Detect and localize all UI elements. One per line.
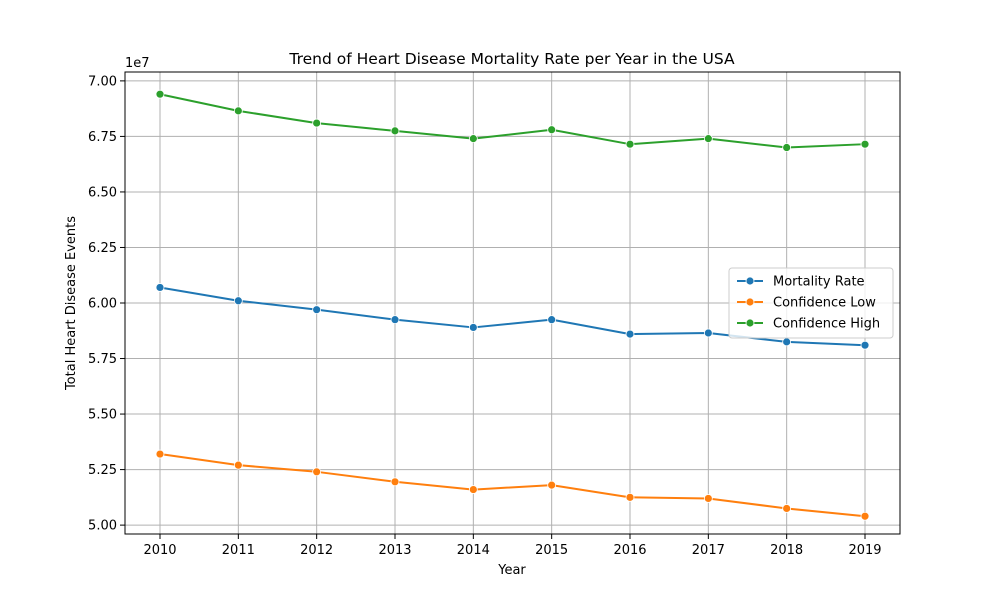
- data-point: [860, 511, 870, 521]
- data-point: [312, 305, 322, 315]
- y-tick-label: 5.75: [88, 352, 117, 367]
- legend-marker: [745, 318, 755, 328]
- y-offset-label: 1e7: [125, 56, 150, 71]
- data-point: [233, 106, 243, 116]
- data-point: [468, 323, 478, 332]
- data-point: [703, 134, 713, 144]
- x-tick-label: 2014: [457, 543, 490, 558]
- data-point: [547, 480, 557, 490]
- y-tick-label: 5.50: [88, 408, 117, 423]
- series-line: [159, 93, 866, 149]
- legend-item: Mortality Rate: [737, 275, 865, 290]
- data-point: [703, 328, 713, 338]
- x-axis-label: Year: [497, 563, 526, 578]
- data-point: [625, 492, 635, 502]
- data-point: [468, 134, 478, 144]
- x-tick-label: 2013: [378, 543, 411, 558]
- y-tick-label: 5.00: [88, 519, 117, 534]
- y-tick-label: 5.25: [88, 463, 117, 478]
- y-tick-label: 6.50: [88, 185, 117, 200]
- data-point: [155, 283, 165, 292]
- y-tick-label: 6.00: [88, 297, 117, 312]
- data-point: [390, 126, 400, 136]
- data-point: [233, 460, 243, 470]
- y-tick-label: 6.75: [88, 130, 117, 145]
- data-point: [155, 449, 165, 459]
- data-point: [860, 139, 870, 149]
- data-point: [233, 296, 243, 306]
- data-point: [390, 477, 400, 487]
- x-tick-label: 2018: [770, 543, 803, 558]
- data-point: [625, 139, 635, 149]
- y-tick-label: 6.25: [88, 241, 117, 256]
- legend-label: Confidence Low: [773, 296, 876, 311]
- data-point: [860, 340, 870, 350]
- legend-label: Confidence High: [773, 317, 880, 332]
- legend-marker: [745, 276, 755, 286]
- legend-marker: [745, 297, 755, 307]
- data-point: [155, 89, 165, 99]
- y-tick-label: 7.00: [88, 74, 117, 89]
- x-tick-label: 2010: [143, 543, 176, 558]
- data-point: [312, 467, 322, 477]
- x-tick-label: 2016: [613, 543, 646, 558]
- data-point: [390, 315, 400, 325]
- series-confidence-low: [155, 449, 870, 521]
- chart-title: Trend of Heart Disease Mortality Rate pe…: [288, 50, 735, 68]
- legend-item: Confidence High: [737, 317, 880, 332]
- legend-item: Confidence Low: [737, 296, 876, 311]
- legend-box: [728, 267, 894, 339]
- x-tick-label: 2012: [300, 543, 333, 558]
- data-point: [468, 485, 478, 494]
- legend-label: Mortality Rate: [773, 275, 865, 290]
- axis-ticks: 2010 2011 2012 2013 2014 2015 2016 2017 2018 2019…: [88, 74, 882, 558]
- data-point: [782, 143, 792, 152]
- x-tick-label: 2011: [222, 543, 255, 558]
- series-confidence-high: [155, 89, 870, 152]
- data-point: [312, 118, 322, 128]
- data-point: [547, 125, 557, 135]
- legend: Mortality Rate Confidence Low Confidence H…: [728, 267, 894, 339]
- data-point: [782, 504, 792, 513]
- data-point: [782, 337, 792, 347]
- series-line: [159, 453, 866, 518]
- data-point: [625, 329, 635, 339]
- y-axis-label: Total Heart Disease Events: [64, 216, 79, 391]
- x-tick-label: 2019: [848, 543, 881, 558]
- data-point: [547, 315, 557, 325]
- data-point: [703, 494, 713, 503]
- x-tick-label: 2017: [692, 543, 725, 558]
- x-tick-label: 2015: [535, 543, 568, 558]
